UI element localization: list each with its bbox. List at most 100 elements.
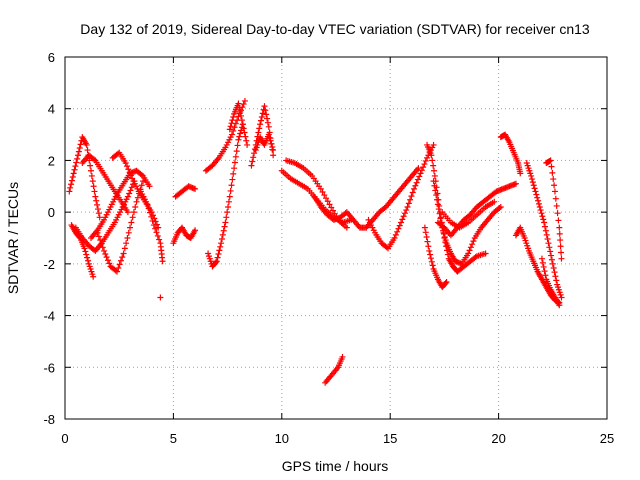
data-point: [138, 182, 145, 189]
data-point: [150, 222, 157, 229]
data-point: [434, 190, 441, 197]
data-point: [413, 179, 420, 186]
data-point: [241, 129, 248, 136]
data-point: [87, 162, 94, 169]
data-point: [425, 243, 432, 250]
data-point: [232, 153, 239, 160]
data-point: [84, 257, 91, 264]
data-point: [217, 243, 224, 250]
data-point: [231, 159, 238, 166]
data-point: [549, 260, 556, 267]
data-point: [432, 178, 439, 185]
data-point: [88, 172, 95, 179]
series-arc26: [497, 131, 524, 177]
data-point: [439, 224, 446, 231]
series-arc24: [421, 224, 450, 291]
data-point: [89, 178, 96, 185]
data-point: [66, 188, 73, 195]
data-point: [126, 190, 133, 197]
data-point: [536, 203, 543, 210]
data-point: [154, 232, 161, 239]
data-point: [228, 120, 235, 127]
data-point: [125, 166, 132, 173]
y-tick-label: -4: [43, 309, 55, 324]
data-point: [550, 264, 557, 271]
data-point: [116, 261, 123, 268]
x-axis-label: GPS time / hours: [282, 458, 389, 474]
data-point: [443, 243, 450, 250]
data-point: [230, 113, 237, 120]
data-point: [433, 184, 440, 191]
data-point: [548, 252, 555, 259]
data-point: [395, 225, 402, 232]
data-point: [469, 241, 476, 248]
data-point: [556, 302, 563, 309]
data-point: [420, 164, 427, 171]
data-point: [540, 263, 547, 270]
data-point: [403, 207, 410, 214]
data-point: [422, 229, 429, 236]
data-point: [124, 235, 131, 241]
data-point: [119, 254, 126, 261]
data-point: [83, 141, 90, 148]
data-point: [538, 255, 545, 262]
data-point: [392, 231, 399, 238]
data-point: [405, 200, 412, 207]
series-arc20: [322, 353, 346, 386]
data-point: [91, 156, 98, 163]
data-point: [235, 100, 242, 107]
data-point: [126, 169, 133, 176]
data-point: [239, 121, 246, 128]
data-point: [157, 294, 164, 301]
data-point: [269, 143, 276, 150]
data-point: [547, 248, 554, 255]
data-point: [73, 159, 80, 166]
data-point: [546, 244, 553, 251]
data-point: [159, 258, 166, 265]
data-point: [257, 117, 264, 124]
data-point: [319, 188, 326, 195]
data-point: [95, 210, 102, 217]
data-point: [144, 201, 151, 208]
data-point: [431, 172, 438, 179]
data-point: [235, 136, 242, 143]
data-point: [538, 210, 545, 217]
data-point: [212, 259, 219, 266]
data-point: [225, 198, 232, 205]
data-point: [98, 240, 105, 247]
data-point: [267, 137, 274, 144]
data-point: [226, 126, 233, 133]
data-point: [542, 272, 549, 279]
data-point: [248, 162, 255, 169]
data-point: [558, 294, 565, 301]
data-point: [470, 238, 477, 245]
data-point: [551, 269, 558, 276]
data-point: [230, 170, 237, 177]
series-arc30: [538, 255, 563, 309]
data-point: [270, 147, 277, 154]
data-point: [557, 243, 564, 250]
data-point: [444, 251, 451, 258]
data-point: [156, 236, 163, 243]
data-point: [74, 155, 81, 162]
data-point: [553, 202, 560, 209]
data-point: [242, 133, 249, 140]
data-point: [125, 229, 132, 236]
data-point: [539, 259, 546, 266]
data-point: [115, 264, 122, 271]
data-point: [391, 235, 398, 241]
data-point: [553, 277, 560, 284]
data-point: [429, 262, 436, 269]
y-tick-label: 0: [48, 205, 55, 220]
data-point: [339, 353, 346, 360]
data-point: [394, 228, 401, 235]
data-point: [225, 203, 232, 210]
data-point: [92, 193, 99, 200]
data-point: [535, 197, 542, 204]
data-point: [543, 231, 550, 238]
data-point: [68, 177, 75, 184]
data-point: [146, 183, 153, 190]
series-arc27: [512, 224, 563, 306]
data-point: [138, 171, 145, 178]
data-point: [545, 240, 552, 247]
